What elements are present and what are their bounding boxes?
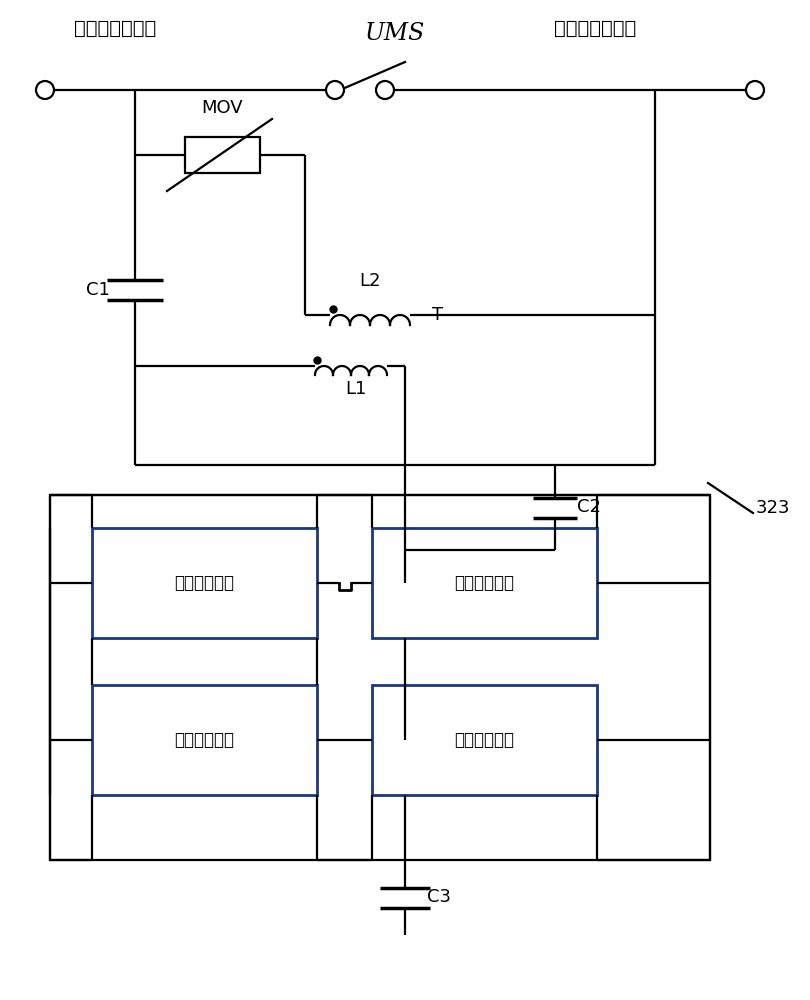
Text: MOV: MOV	[202, 99, 243, 117]
Text: 第二桥臂单元: 第二桥臂单元	[454, 574, 514, 592]
Circle shape	[326, 81, 344, 99]
Text: L2: L2	[360, 272, 381, 290]
Circle shape	[746, 81, 764, 99]
Text: L1: L1	[345, 380, 367, 398]
Circle shape	[376, 81, 394, 99]
Text: 第四桥臂单元: 第四桥臂单元	[454, 731, 514, 749]
Bar	[92, 528, 317, 638]
Text: C3: C3	[427, 889, 451, 906]
Text: T: T	[432, 306, 443, 324]
Text: 323: 323	[756, 499, 791, 517]
Text: 第三桥臂单元: 第三桥臂单元	[174, 731, 235, 749]
Text: C2: C2	[577, 498, 601, 516]
Text: 换流侧电力线路: 换流侧电力线路	[74, 18, 156, 37]
Bar	[92, 685, 317, 795]
Bar	[185, 137, 260, 173]
Bar	[50, 495, 710, 860]
Text: 第一桥臂单元: 第一桥臂单元	[174, 574, 235, 592]
Text: C1: C1	[86, 281, 110, 299]
Text: 线路侧电力线路: 线路侧电力线路	[554, 18, 636, 37]
Bar	[372, 528, 597, 638]
Text: UMS: UMS	[364, 22, 425, 45]
Circle shape	[36, 81, 54, 99]
Bar	[372, 685, 597, 795]
